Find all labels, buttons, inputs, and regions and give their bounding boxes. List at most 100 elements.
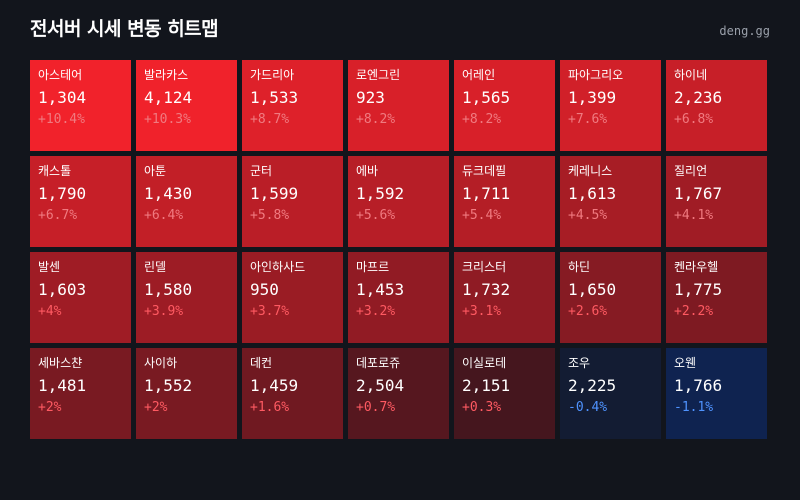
server-price: 1,775 [674, 280, 723, 299]
heatmap-grid: 아스테어 1,304 +10.4% 발라카스 4,124 +10.3% 가드리아 1,533 +… [30, 60, 768, 440]
server-tile[interactable]: 로엔그린 923 +8.2% [348, 60, 449, 151]
server-change: +10.4% [38, 112, 85, 127]
server-change: +4.5% [568, 208, 608, 223]
server-tile[interactable]: 군터 1,599 +5.8% [242, 156, 343, 247]
server-tile[interactable]: 켄라우헬 1,775 +2.2% [666, 252, 767, 343]
server-change: +3.7% [250, 304, 290, 319]
server-price: 1,430 [144, 184, 193, 203]
server-tile[interactable]: 질리언 1,767 +4.1% [666, 156, 767, 247]
server-tile[interactable]: 크리스터 1,732 +3.1% [454, 252, 555, 343]
server-tile[interactable]: 아스테어 1,304 +10.4% [30, 60, 131, 151]
server-price: 1,650 [568, 280, 617, 299]
server-tile[interactable]: 발라카스 4,124 +10.3% [136, 60, 237, 151]
server-change: +4% [38, 304, 62, 319]
server-name: 마프르 [356, 260, 390, 274]
server-tile[interactable]: 아툰 1,430 +6.4% [136, 156, 237, 247]
server-price: 1,732 [462, 280, 511, 299]
server-name: 켄라우헬 [674, 260, 719, 274]
server-change: +2% [144, 400, 168, 415]
server-name: 발라카스 [144, 68, 189, 82]
server-change: +2% [38, 400, 62, 415]
server-change: +8.2% [356, 112, 396, 127]
server-name: 발센 [38, 260, 61, 274]
server-price: 1,580 [144, 280, 193, 299]
server-price: 1,766 [674, 376, 723, 395]
server-name: 듀크데필 [462, 164, 507, 178]
server-tile[interactable]: 어레인 1,565 +8.2% [454, 60, 555, 151]
server-tile[interactable]: 아인하사드 950 +3.7% [242, 252, 343, 343]
server-tile[interactable]: 캐스톨 1,790 +6.7% [30, 156, 131, 247]
server-tile[interactable]: 조우 2,225 -0.4% [560, 348, 661, 439]
server-name: 캐스톨 [38, 164, 72, 178]
server-name: 케레니스 [568, 164, 613, 178]
server-tile[interactable]: 에바 1,592 +5.6% [348, 156, 449, 247]
server-price: 1,603 [38, 280, 87, 299]
server-tile[interactable]: 이실로테 2,151 +0.3% [454, 348, 555, 439]
server-name: 에바 [356, 164, 379, 178]
server-change: +7.6% [568, 112, 608, 127]
server-tile[interactable]: 케레니스 1,613 +4.5% [560, 156, 661, 247]
server-price: 1,767 [674, 184, 723, 203]
server-tile[interactable]: 세바스챤 1,481 +2% [30, 348, 131, 439]
server-name: 조우 [568, 356, 591, 370]
server-price: 1,399 [568, 88, 617, 107]
server-change: +2.2% [674, 304, 714, 319]
server-change: -0.4% [568, 400, 608, 415]
server-price: 1,711 [462, 184, 511, 203]
server-change: +2.6% [568, 304, 608, 319]
server-change: +6.4% [144, 208, 184, 223]
server-price: 2,504 [356, 376, 405, 395]
server-tile[interactable]: 파아그리오 1,399 +7.6% [560, 60, 661, 151]
server-change: +3.9% [144, 304, 184, 319]
server-price: 2,151 [462, 376, 511, 395]
server-tile[interactable]: 하이네 2,236 +6.8% [666, 60, 767, 151]
server-change: +0.3% [462, 400, 502, 415]
server-price: 1,481 [38, 376, 87, 395]
server-change: +3.1% [462, 304, 502, 319]
server-tile[interactable]: 데컨 1,459 +1.6% [242, 348, 343, 439]
server-price: 4,124 [144, 88, 193, 107]
server-change: +6.8% [674, 112, 714, 127]
brand-label: deng.gg [719, 24, 770, 38]
server-tile[interactable]: 사이하 1,552 +2% [136, 348, 237, 439]
server-change: +10.3% [144, 112, 191, 127]
server-price: 2,236 [674, 88, 723, 107]
server-change: +5.6% [356, 208, 396, 223]
server-tile[interactable]: 가드리아 1,533 +8.7% [242, 60, 343, 151]
server-price: 2,225 [568, 376, 617, 395]
server-name: 하딘 [568, 260, 591, 274]
server-price: 1,459 [250, 376, 299, 395]
server-name: 질리언 [674, 164, 708, 178]
server-change: +8.7% [250, 112, 290, 127]
server-name: 아툰 [144, 164, 167, 178]
server-name: 아인하사드 [250, 260, 306, 274]
server-name: 아스테어 [38, 68, 83, 82]
server-price: 1,613 [568, 184, 617, 203]
server-name: 세바스챤 [38, 356, 83, 370]
server-price: 1,552 [144, 376, 193, 395]
server-change: +0.7% [356, 400, 396, 415]
server-tile[interactable]: 발센 1,603 +4% [30, 252, 131, 343]
server-tile[interactable]: 듀크데필 1,711 +5.4% [454, 156, 555, 247]
server-tile[interactable]: 린델 1,580 +3.9% [136, 252, 237, 343]
server-tile[interactable]: 하딘 1,650 +2.6% [560, 252, 661, 343]
server-price: 1,592 [356, 184, 405, 203]
server-tile[interactable]: 데포로쥬 2,504 +0.7% [348, 348, 449, 439]
page-title: 전서버 시세 변동 히트맵 [30, 18, 219, 40]
server-name: 로엔그린 [356, 68, 401, 82]
server-name: 군터 [250, 164, 273, 178]
server-price: 1,453 [356, 280, 405, 299]
server-tile[interactable]: 마프르 1,453 +3.2% [348, 252, 449, 343]
server-price: 1,304 [38, 88, 87, 107]
server-change: +6.7% [38, 208, 78, 223]
server-name: 파아그리오 [568, 68, 624, 82]
server-name: 하이네 [674, 68, 708, 82]
server-tile[interactable]: 오웬 1,766 -1.1% [666, 348, 767, 439]
server-name: 이실로테 [462, 356, 507, 370]
server-price: 923 [356, 88, 385, 107]
server-change: +5.4% [462, 208, 502, 223]
server-price: 1,599 [250, 184, 299, 203]
server-name: 가드리아 [250, 68, 295, 82]
server-change: +5.8% [250, 208, 290, 223]
